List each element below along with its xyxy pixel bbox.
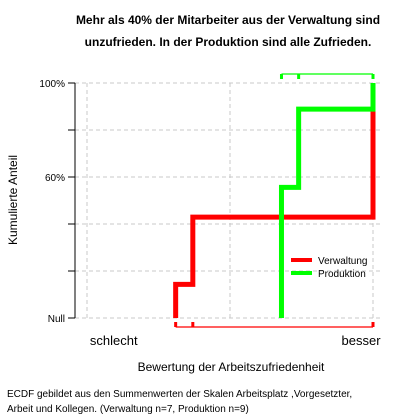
chart-title-line-2: unzufrieden. In der Produktion sind alle… [85,35,372,49]
series-line-produktion [278,83,376,318]
caption-line-2: Arbeit und Kollegen. (Verwaltung n=7, Pr… [7,404,249,415]
x-category-label: besser [342,333,382,348]
caption-line-1: ECDF gebildet aus den Summenwerten der S… [7,389,352,400]
series [173,83,376,318]
y-axis-label: Kumulierte Anteil [6,155,20,245]
legend-label: Verwaltung [318,256,367,267]
legend-label: Produktion [318,269,366,280]
y-tick-label: 60% [45,173,65,184]
x-category-label: schlecht [90,333,138,348]
grid [75,82,383,319]
chart-title-line-1: Mehr als 40% der Mitarbeiter aus der Ver… [76,13,380,27]
rugs [174,73,375,328]
y-tick-label: 100% [39,79,65,90]
x-axis-label: Bewertung der Arbeitszufriedenheit [138,360,325,374]
y-tick-label: Null [48,314,65,325]
legend: Verwaltung Produktion [291,256,367,280]
series-line-verwaltung [173,83,376,318]
axes: Null 60% 100% schlecht besser [39,79,381,348]
